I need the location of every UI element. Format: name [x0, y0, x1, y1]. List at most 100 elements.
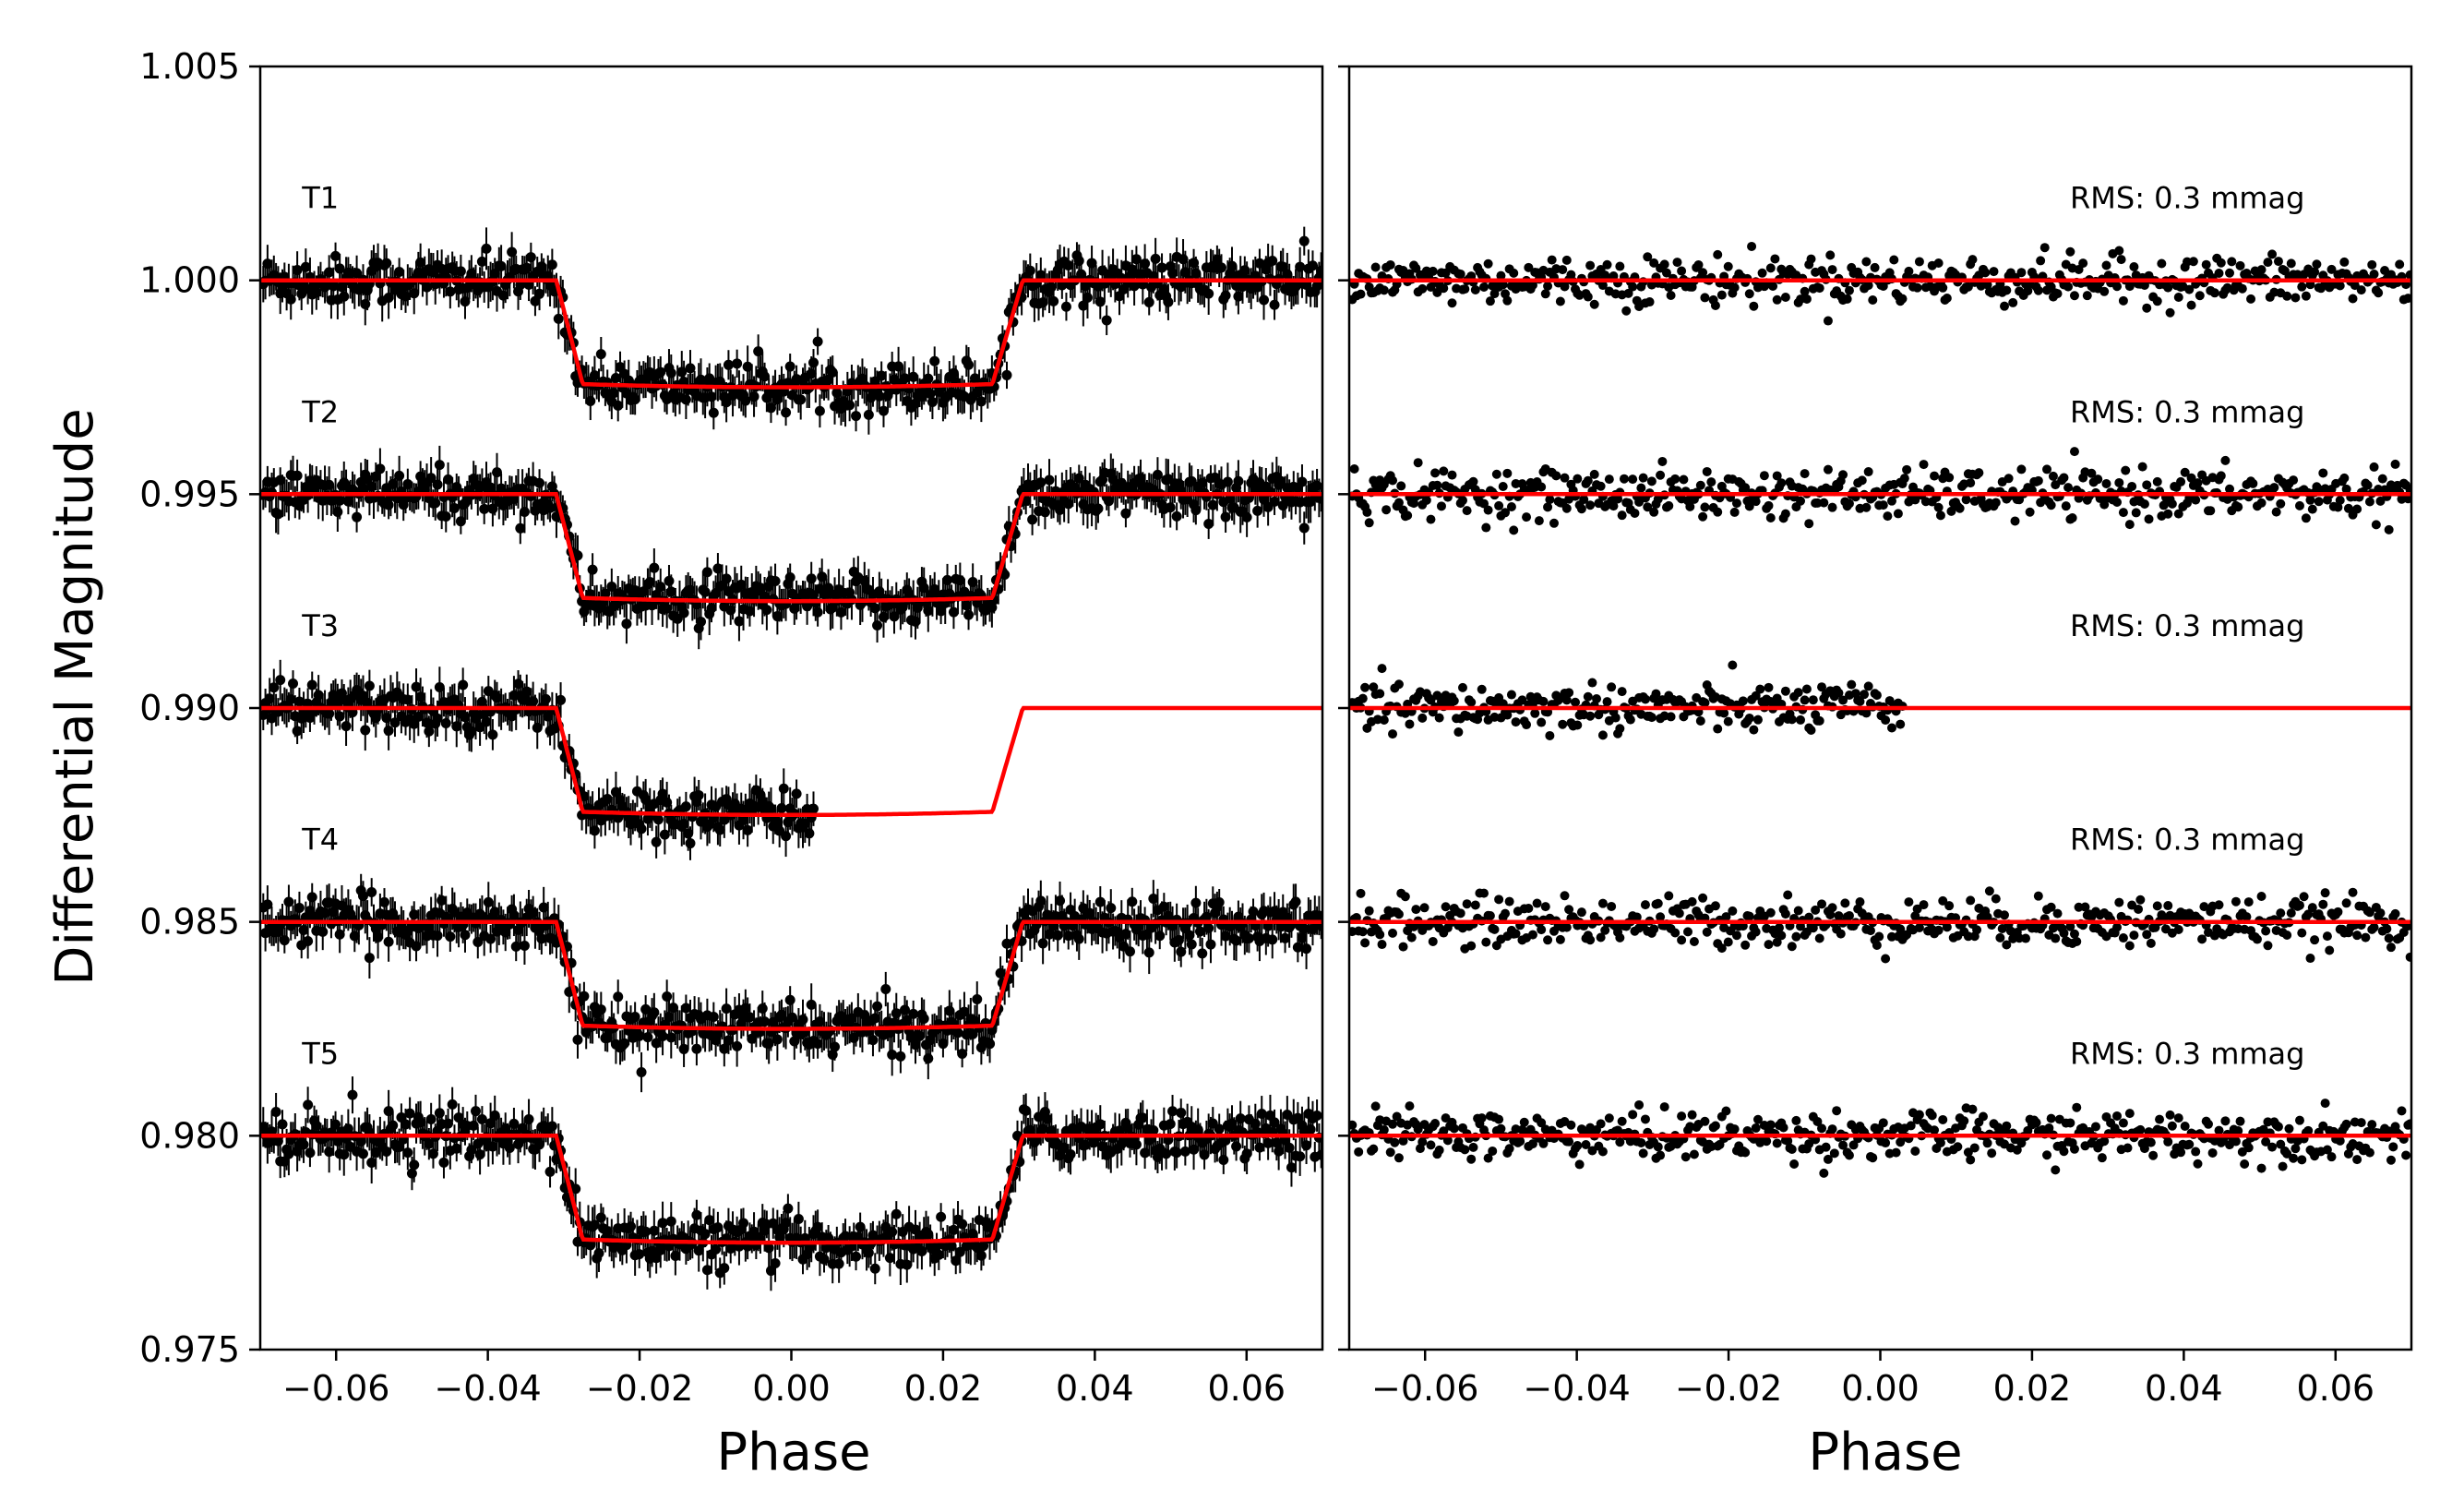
residual-point — [1711, 301, 1720, 310]
data-point — [722, 573, 732, 583]
data-point — [1197, 948, 1207, 958]
series-4 — [258, 874, 1326, 1092]
residual-point — [1479, 282, 1489, 292]
data-point — [430, 498, 440, 508]
residual-point — [1460, 284, 1469, 294]
series-1 — [258, 227, 1326, 435]
data-point — [1312, 1111, 1322, 1121]
data-point — [303, 936, 313, 946]
y-tick-label: 0.985 — [139, 902, 240, 943]
data-point — [815, 406, 825, 416]
residual-point — [2189, 257, 2198, 266]
residual-point — [2246, 294, 2255, 304]
data-point — [664, 576, 674, 586]
data-point — [936, 1212, 946, 1222]
data-point — [785, 362, 795, 372]
data-point — [438, 1158, 449, 1168]
data-point — [953, 1027, 963, 1038]
plot-area — [258, 227, 1326, 1291]
residual-point — [1898, 294, 1908, 304]
data-point — [1295, 1151, 1305, 1161]
data-point — [1027, 514, 1037, 524]
data-point — [813, 607, 823, 618]
data-point — [653, 814, 664, 824]
residual-point — [2195, 291, 2205, 300]
residual-point — [1781, 293, 1790, 302]
residual-point — [2063, 282, 2073, 292]
residual-point — [2129, 262, 2138, 271]
residual-point — [2002, 285, 2011, 294]
data-point — [426, 1114, 437, 1124]
data-point — [487, 729, 497, 739]
residual-point — [2114, 246, 2123, 255]
residual-point — [1807, 255, 1816, 264]
data-point — [1127, 896, 1137, 907]
data-point — [1233, 476, 1243, 486]
data-point — [384, 937, 394, 947]
data-point — [1025, 266, 1035, 276]
data-point — [1299, 236, 1310, 246]
data-point — [719, 1263, 729, 1273]
data-point — [280, 935, 290, 945]
y-tick-label: 0.990 — [139, 688, 240, 728]
residual-point — [2236, 261, 2245, 270]
residual-point — [1871, 263, 1880, 272]
residual-point — [2112, 282, 2122, 291]
data-point — [781, 407, 791, 417]
data-point — [1231, 1141, 1241, 1151]
residual-point — [1825, 250, 1835, 259]
x-tick-label: 0.02 — [904, 1368, 983, 1409]
y-tick-label: 1.005 — [139, 46, 240, 87]
y-tick-label: 0.995 — [139, 474, 240, 514]
data-point — [520, 941, 530, 951]
data-point — [1144, 947, 1154, 957]
data-point — [963, 360, 974, 370]
data-point — [339, 292, 349, 302]
data-point — [649, 563, 659, 573]
data-point — [779, 784, 789, 794]
y-tick-label: 1.000 — [139, 260, 240, 301]
residual-point — [2153, 296, 2162, 306]
data-point — [681, 801, 691, 811]
data-point — [691, 1044, 701, 1054]
data-point — [1055, 895, 1065, 906]
residual-point — [2267, 249, 2277, 258]
data-point — [1176, 1108, 1186, 1118]
residual-point — [1621, 306, 1631, 316]
data-point — [621, 618, 631, 629]
series-label: T2 — [301, 394, 339, 429]
data-point — [435, 1108, 445, 1118]
residual-point — [2238, 284, 2247, 294]
data-point — [547, 1122, 557, 1132]
data-point — [1250, 1119, 1261, 1129]
residual-point — [1677, 267, 1686, 276]
data-point — [771, 576, 781, 586]
residual-point — [2142, 304, 2151, 313]
data-point — [681, 394, 691, 404]
residual-point — [2117, 255, 2126, 264]
data-point — [1270, 300, 1280, 310]
data-point — [785, 572, 795, 582]
data-point — [783, 1204, 793, 1214]
data-point — [957, 1219, 967, 1229]
data-point — [360, 725, 370, 735]
residual-point — [2078, 258, 2087, 268]
data-point — [596, 1004, 606, 1015]
data-point — [891, 1209, 902, 1219]
data-point — [1157, 262, 1167, 272]
data-point — [1001, 370, 1011, 380]
data-point — [637, 1067, 647, 1077]
residual-point — [1447, 298, 1456, 307]
residual-point — [1724, 262, 1733, 271]
residual-point — [1828, 265, 1837, 274]
data-point — [456, 266, 466, 276]
data-point — [388, 1121, 398, 1131]
data-point — [1187, 940, 1197, 950]
x-tick-label: 0.00 — [752, 1368, 831, 1409]
data-point — [441, 511, 451, 522]
data-point — [662, 991, 672, 1002]
data-point — [1166, 1119, 1176, 1129]
residual-point — [1904, 267, 1913, 276]
